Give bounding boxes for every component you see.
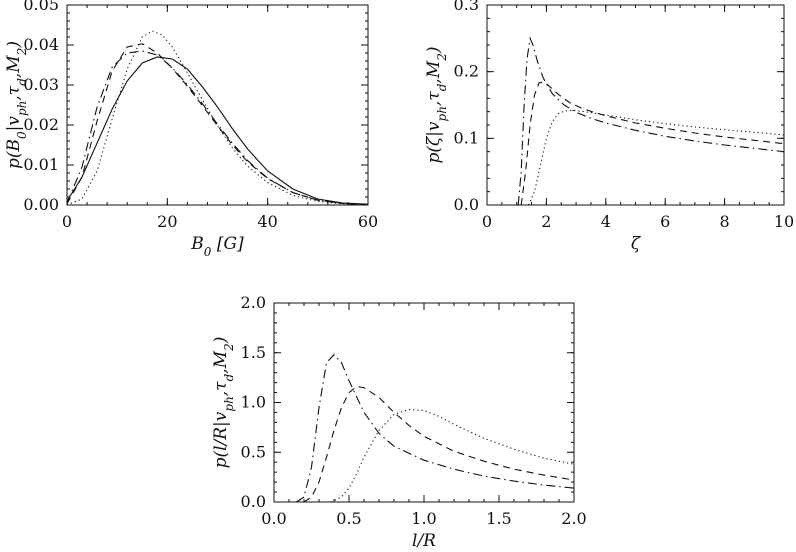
series-line-dashed (66, 43, 369, 206)
y-tick-label: 0.00 (23, 195, 59, 214)
x-tick-label: 20 (157, 212, 177, 231)
y-tick-label: 0.04 (23, 35, 59, 54)
series-line-solid (66, 56, 369, 205)
y-axis-label: p(l/R|vph,τd,M2) (211, 337, 236, 469)
y-tick-label: 0.5 (241, 442, 266, 461)
y-tick-label: 1.5 (241, 343, 266, 362)
chart-panel-2: 0 2 4 6 8 10 0.0 0.1 0.2 0.3 ζ p(ζ|vph,τd,M2) (424, 0, 794, 254)
series-line-dashdot (66, 50, 369, 206)
y-tick-label: 2.0 (241, 293, 266, 312)
y-tick-label: 0.05 (23, 0, 59, 14)
x-tick-label: 8 (720, 212, 730, 231)
y-tick-label: 0.01 (23, 155, 59, 174)
chart-panel-1: 0 20 40 60 0.00 0.01 0.02 0.03 0.04 0.05 B0 [G] p(B… (4, 0, 378, 259)
x-tick-label: 0.0 (261, 509, 286, 528)
series-line-dashed (520, 81, 785, 206)
y-tick-label: 0.03 (23, 75, 59, 94)
series-line-dashed (303, 386, 575, 503)
x-axis-label: ζ (631, 234, 642, 254)
plot-frame (66, 4, 369, 206)
x-tick-label: 10 (774, 212, 794, 231)
series-line-dotted (66, 30, 369, 206)
series-line-dotted (528, 109, 785, 206)
series-line-dotted (330, 408, 575, 503)
plot-frame (486, 4, 785, 206)
series-line-dashdot (296, 353, 575, 503)
y-tick-label: 0.1 (454, 128, 479, 147)
x-axis-label: B0 [G] (190, 234, 244, 259)
y-tick-label: 0.0 (454, 195, 479, 214)
x-tick-label: 0.5 (336, 509, 361, 528)
chart-panel-3: 0.0 0.5 1.0 1.5 2.0 0.0 0.5 1.0 1.5 2.0 l/R p(l/R|v… (211, 293, 587, 551)
x-tick-label: 2 (541, 212, 551, 231)
x-tick-label: 0 (62, 212, 72, 231)
x-tick-label: 60 (358, 212, 378, 231)
x-tick-label: 0 (482, 212, 492, 231)
x-tick-label: 40 (257, 212, 277, 231)
x-tick-label: 6 (660, 212, 670, 231)
y-tick-label: 0.3 (454, 0, 479, 14)
y-axis-label: p(B0|vph,τd,M2) (4, 41, 29, 169)
x-tick-label: 1.5 (486, 509, 511, 528)
y-tick-label: 0.2 (454, 62, 479, 81)
x-tick-label: 4 (601, 212, 611, 231)
y-axis-label: p(ζ|vph,τd,M2) (424, 46, 449, 163)
y-tick-label: 0.0 (241, 492, 266, 511)
x-axis-label: l/R (412, 531, 436, 551)
y-tick-label: 0.02 (23, 115, 59, 134)
x-tick-label: 2.0 (561, 509, 586, 528)
y-tick-label: 1.0 (241, 393, 266, 412)
series-line-dashdot (517, 36, 785, 206)
x-tick-label: 1.0 (411, 509, 436, 528)
